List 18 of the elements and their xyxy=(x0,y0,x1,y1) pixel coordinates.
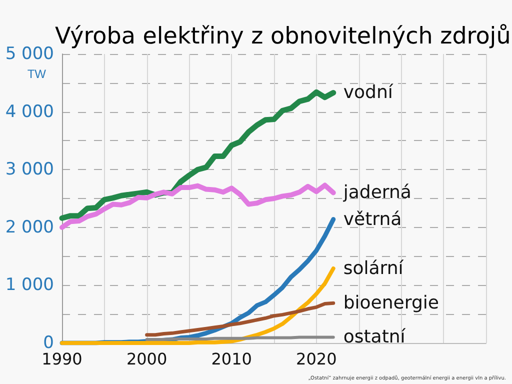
series-label: jaderná xyxy=(342,182,412,204)
chart-title: Výroba elektřiny z obnovitelných zdrojů xyxy=(55,24,511,50)
y-tick-label: 5 000 xyxy=(5,44,54,64)
x-tick-label: 2010 xyxy=(211,350,252,368)
y-tick-label: 3 000 xyxy=(5,160,54,180)
series-label: vodní xyxy=(343,82,394,104)
series-label: solární xyxy=(343,258,404,279)
y-tick-label: 2 000 xyxy=(5,217,54,238)
line-series xyxy=(145,301,336,337)
x-tick-label: 2020 xyxy=(296,350,337,368)
line-series xyxy=(60,266,336,345)
series-label: bioenergie xyxy=(343,292,439,314)
y-tick-label: 1 000 xyxy=(5,275,54,296)
y-axis-title: TW xyxy=(27,67,47,81)
y-tick-label: 4 000 xyxy=(5,102,54,122)
x-tick-label: 2000 xyxy=(126,350,168,368)
series-label: ostatní xyxy=(343,326,406,348)
series-label: větrná xyxy=(343,208,402,230)
